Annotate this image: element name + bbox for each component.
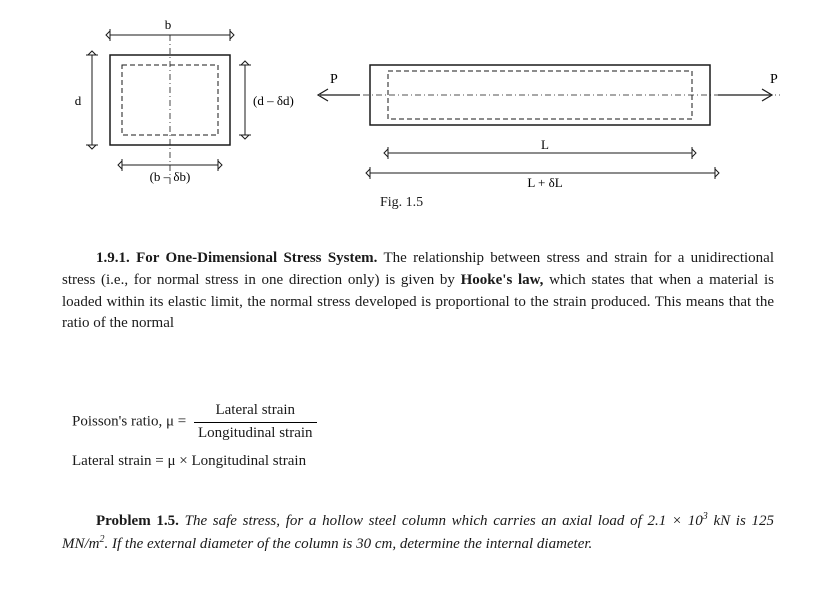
section-title: For One-Dimensional Stress System.	[136, 250, 377, 266]
section-number: 1.9.1.	[96, 250, 130, 266]
dim-b-label: b	[165, 17, 172, 32]
hooke-law: Hooke's law,	[461, 272, 544, 288]
left-cross-section: b d (d – δd)	[75, 17, 294, 185]
problem-text-1: The safe stress, for a hollow steel colu…	[179, 513, 703, 529]
poisson-prefix: Poisson's ratio, μ =	[72, 414, 190, 430]
frac-denominator: Longitudinal strain	[194, 423, 317, 445]
figure-caption: Fig. 1.5	[380, 195, 423, 211]
lateral-strain-line: Lateral strain = μ × Longitudinal strain	[72, 451, 572, 473]
dim-L-label: L	[541, 137, 549, 152]
problem-label: Problem 1.5.	[96, 513, 179, 529]
problem-text-3: . If the external diameter of the column…	[105, 536, 593, 552]
dim-LdL-label: L + δL	[527, 175, 562, 190]
force-p-right: P	[770, 72, 778, 87]
problem-1-5: Problem 1.5. The safe stress, for a holl…	[62, 510, 774, 556]
right-axial-bar: P P L L + δL	[318, 65, 780, 190]
figure-1-5: b d (d – δd)	[50, 15, 780, 215]
poisson-fraction: Lateral strain Longitudinal strain	[194, 400, 317, 445]
poisson-formula-block: Poisson's ratio, μ = Lateral strain Long…	[72, 400, 572, 472]
dim-d-label: d	[75, 93, 82, 108]
dim-b-delta-label: (b – δb)	[150, 169, 191, 184]
frac-numerator: Lateral strain	[194, 400, 317, 423]
dim-d-delta-label: (d – δd)	[253, 93, 294, 108]
section-1-9-1-paragraph: 1.9.1. For One-Dimensional Stress System…	[62, 248, 774, 335]
force-p-left: P	[330, 72, 338, 87]
